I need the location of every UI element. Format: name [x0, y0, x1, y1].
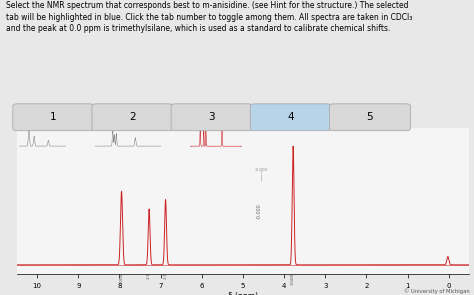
Text: Select the NMR spectrum that corresponds best to m-anisidine. (see Hint for the : Select the NMR spectrum that corresponds… [6, 1, 412, 33]
X-axis label: δ (ppm): δ (ppm) [228, 292, 258, 295]
Text: 2: 2 [129, 112, 136, 122]
Text: 6.000: 6.000 [119, 273, 124, 285]
Text: -0.000: -0.000 [257, 204, 262, 219]
Text: 3: 3 [209, 112, 215, 122]
Text: 4: 4 [288, 112, 294, 122]
Text: 2.1: 2.1 [147, 273, 151, 279]
Text: 1: 1 [50, 112, 56, 122]
Text: -0.000
|
|
|: -0.000 | | | [255, 168, 268, 182]
Text: © University of Michigan: © University of Michigan [403, 288, 469, 294]
Text: 3.000: 3.000 [291, 273, 295, 285]
Text: 2.1: 2.1 [164, 273, 168, 279]
Text: 5: 5 [367, 112, 373, 122]
